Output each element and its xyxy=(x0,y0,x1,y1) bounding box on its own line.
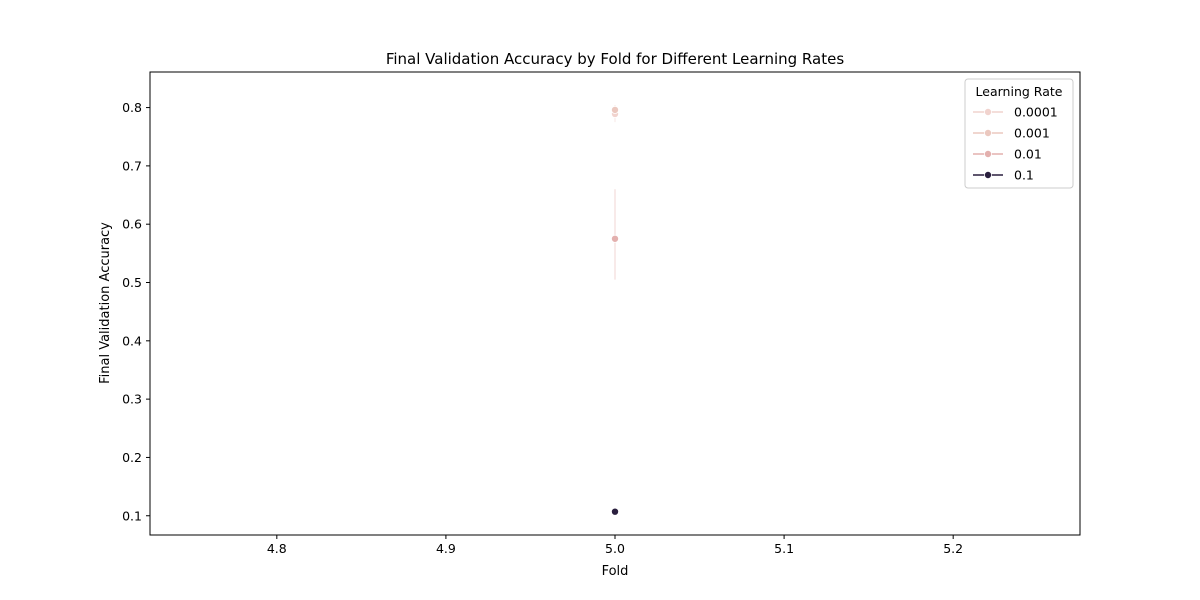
y-tick-label: 0.7 xyxy=(122,158,142,173)
x-tick-label: 4.9 xyxy=(436,541,456,556)
x-axis: 4.8 4.9 5.0 5.1 5.2 xyxy=(267,535,963,556)
data-point xyxy=(611,507,620,516)
x-tick-label: 5.1 xyxy=(774,541,794,556)
legend-marker xyxy=(984,108,993,117)
legend-box xyxy=(964,78,1074,189)
y-tick-label: 0.6 xyxy=(122,217,142,232)
data-point xyxy=(611,105,620,114)
x-tick-label: 5.0 xyxy=(605,541,625,556)
legend-label: 0.01 xyxy=(1014,147,1042,162)
legend-marker xyxy=(984,128,993,137)
plot-frame xyxy=(149,71,1081,536)
y-tick-label: 0.4 xyxy=(122,333,142,348)
x-tick-label: 4.8 xyxy=(267,541,287,556)
legend: Learning Rate 0.0001 0.001 0.01 0.1 xyxy=(964,78,1074,189)
x-tick-label: 5.2 xyxy=(943,541,963,556)
legend-label: 0.0001 xyxy=(1014,105,1058,120)
legend-marker xyxy=(984,149,993,158)
legend-label: 0.001 xyxy=(1014,126,1050,141)
legend-label: 0.1 xyxy=(1014,168,1034,183)
legend-title: Learning Rate xyxy=(976,84,1063,99)
plot-area xyxy=(611,105,620,516)
y-axis-label: Final Validation Accuracy xyxy=(98,222,113,384)
y-tick-label: 0.5 xyxy=(122,275,142,290)
y-tick-label: 0.1 xyxy=(122,508,142,523)
chart-title: Final Validation Accuracy by Fold for Di… xyxy=(386,50,844,68)
y-tick-label: 0.3 xyxy=(122,392,142,407)
legend-marker xyxy=(984,170,993,179)
y-tick-label: 0.2 xyxy=(122,450,142,465)
y-tick-label: 0.8 xyxy=(122,100,142,115)
data-point xyxy=(611,234,620,243)
x-axis-label: Fold xyxy=(602,564,629,579)
y-axis: 0.1 0.2 0.3 0.4 0.5 0.6 0.7 0.8 xyxy=(122,100,150,523)
